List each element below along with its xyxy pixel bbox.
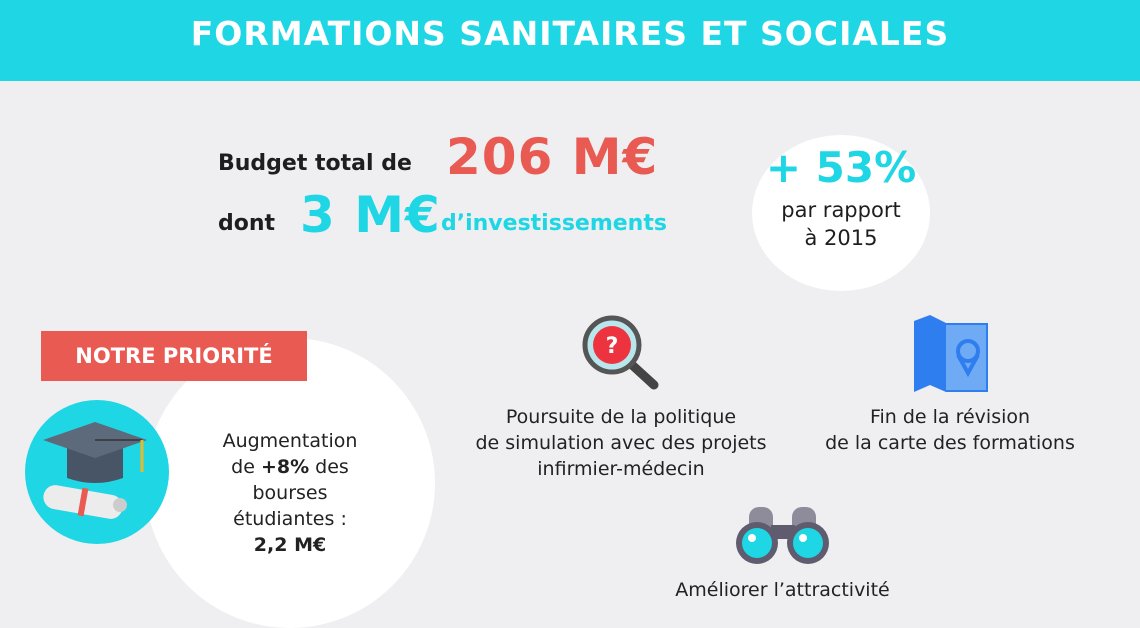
action-simulation: Poursuite de la politique de simulation a… [441, 404, 801, 482]
budget-invest: 3 M€ [300, 186, 441, 244]
map-pin-icon [914, 315, 988, 392]
text: infirmier-médecin [537, 458, 705, 480]
magnifier-question-icon: ? [582, 315, 659, 390]
priority-amount: 2,2 M€ [253, 534, 327, 556]
header-banner [0, 0, 1140, 81]
priority-percent: +8% [260, 456, 310, 478]
priority-text: Augmentation de +8% des bourses étudiant… [180, 428, 400, 558]
text: Fin de la révision [869, 406, 1031, 428]
page-title: FORMATIONS SANITAIRES ET SOCIALES [190, 14, 950, 53]
priority-banner: NOTRE PRIORITÉ [41, 331, 307, 381]
budget-dont: dont [218, 211, 276, 236]
action-carte: Fin de la révision de la carte des format… [790, 404, 1110, 456]
growth-line1: par rapport [781, 198, 901, 222]
priority-line4: étudiantes : [233, 508, 347, 530]
action-attractivite: Améliorer l’attractivité [600, 577, 965, 603]
text: de la carte des formations [825, 432, 1075, 454]
priority-line3: bourses [252, 482, 328, 504]
budget-invest-suffix: d’investissements [441, 211, 667, 236]
graduation-cap-icon [43, 422, 147, 519]
budget-total: 206 M€ [446, 128, 659, 186]
priority-line2: de +8% des [180, 454, 400, 480]
priority-line1: Augmentation [222, 430, 358, 452]
text: de [231, 456, 261, 478]
growth-value: + 53% [765, 143, 917, 192]
svg-text:?: ? [606, 334, 619, 359]
graduation-circle [25, 400, 169, 544]
growth-line2: à 2015 [804, 226, 878, 250]
budget-prefix: Budget total de [218, 151, 412, 176]
growth-caption: par rapport à 2015 [752, 196, 930, 252]
binoculars-icon [736, 507, 829, 564]
text: des [309, 456, 349, 478]
priority-circle [145, 338, 435, 628]
text: Poursuite de la politique [505, 406, 737, 428]
growth-circle [752, 135, 930, 291]
text: de simulation avec des projets [475, 432, 767, 454]
text: Améliorer l’attractivité [675, 579, 890, 601]
